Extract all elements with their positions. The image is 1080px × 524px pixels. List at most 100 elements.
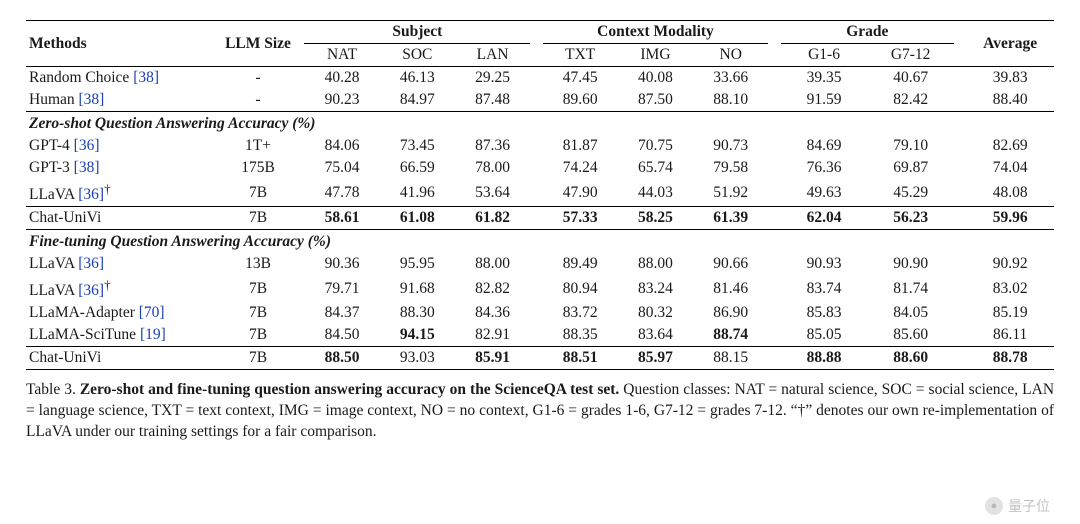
value-cell: 88.78 bbox=[966, 347, 1054, 370]
value-cell: 83.02 bbox=[966, 275, 1054, 302]
spacer-cell bbox=[768, 207, 780, 230]
table-row: GPT-3 [38]175B75.0466.5978.0074.2465.747… bbox=[26, 157, 1054, 179]
method-cell: Chat-UniVi bbox=[26, 207, 212, 230]
value-cell: 85.19 bbox=[966, 302, 1054, 324]
spacer-cell bbox=[530, 275, 542, 302]
value-cell: 59.96 bbox=[966, 207, 1054, 230]
value-cell: 56.23 bbox=[867, 207, 954, 230]
value-cell: 90.90 bbox=[867, 253, 954, 275]
value-cell: 82.82 bbox=[455, 275, 530, 302]
value-cell: 88.00 bbox=[618, 253, 693, 275]
llm-size-cell: 13B bbox=[212, 253, 305, 275]
value-cell: 91.68 bbox=[380, 275, 455, 302]
spacer-cell bbox=[530, 67, 542, 90]
method-cell: Human [38] bbox=[26, 89, 212, 111]
value-cell: 49.63 bbox=[781, 179, 868, 206]
value-cell: 29.25 bbox=[455, 67, 530, 90]
value-cell: 51.92 bbox=[693, 179, 768, 206]
colgroup-subject: Subject bbox=[304, 21, 530, 44]
value-cell: 86.90 bbox=[693, 302, 768, 324]
method-cell: Random Choice [38] bbox=[26, 67, 212, 90]
zeroshot-section-title: Zero-shot Question Answering Accuracy (%… bbox=[26, 112, 1054, 136]
value-cell: 61.08 bbox=[380, 207, 455, 230]
spacer-cell bbox=[954, 347, 966, 370]
value-cell: 87.36 bbox=[455, 135, 530, 157]
spacer-cell bbox=[954, 253, 966, 275]
table-row: GPT-4 [36]1T+84.0673.4587.3681.8770.7590… bbox=[26, 135, 1054, 157]
col-soc: SOC bbox=[380, 44, 455, 67]
spacer-cell bbox=[530, 324, 542, 346]
table-row: Chat-UniVi7B88.5093.0385.9188.5185.9788.… bbox=[26, 347, 1054, 370]
spacer-cell bbox=[954, 67, 966, 90]
value-cell: 82.91 bbox=[455, 324, 530, 346]
value-cell: 82.42 bbox=[867, 89, 954, 111]
value-cell: 40.67 bbox=[867, 67, 954, 90]
value-cell: 90.23 bbox=[304, 89, 379, 111]
value-cell: 61.82 bbox=[455, 207, 530, 230]
value-cell: 83.74 bbox=[781, 275, 868, 302]
value-cell: 78.00 bbox=[455, 157, 530, 179]
value-cell: 85.97 bbox=[618, 347, 693, 370]
value-cell: 46.13 bbox=[380, 67, 455, 90]
spacer-cell bbox=[530, 179, 542, 206]
value-cell: 88.40 bbox=[966, 89, 1054, 111]
finetune-section-title: Fine-tuning Question Answering Accuracy … bbox=[26, 230, 1054, 254]
llm-size-cell: - bbox=[212, 89, 305, 111]
spacer-cell bbox=[954, 324, 966, 346]
llm-size-cell: 7B bbox=[212, 275, 305, 302]
spacer-cell bbox=[530, 135, 542, 157]
table-row: Human [38]-90.2384.9787.4889.6087.5088.1… bbox=[26, 89, 1054, 111]
spacer-cell bbox=[768, 275, 780, 302]
zeroshot-highlight-row: Chat-UniVi7B58.6161.0861.8257.3358.2561.… bbox=[26, 207, 1054, 230]
watermark: ● 量子位 bbox=[985, 496, 1050, 516]
value-cell: 85.83 bbox=[781, 302, 868, 324]
value-cell: 58.25 bbox=[618, 207, 693, 230]
table-row: Chat-UniVi7B58.6161.0861.8257.3358.2561.… bbox=[26, 207, 1054, 230]
value-cell: 79.71 bbox=[304, 275, 379, 302]
baseline-rows: Random Choice [38]-40.2846.1329.2547.454… bbox=[26, 67, 1054, 112]
value-cell: 83.72 bbox=[543, 302, 618, 324]
method-cell: GPT-3 [38] bbox=[26, 157, 212, 179]
spacer-cell bbox=[768, 302, 780, 324]
value-cell: 48.08 bbox=[966, 179, 1054, 206]
value-cell: 66.59 bbox=[380, 157, 455, 179]
col-methods: Methods bbox=[26, 21, 212, 67]
col-txt: TXT bbox=[543, 44, 618, 67]
llm-size-cell: 7B bbox=[212, 324, 305, 346]
value-cell: 61.39 bbox=[693, 207, 768, 230]
value-cell: 84.97 bbox=[380, 89, 455, 111]
spacer-cell bbox=[530, 207, 542, 230]
spacer-cell bbox=[768, 324, 780, 346]
value-cell: 90.36 bbox=[304, 253, 379, 275]
value-cell: 85.05 bbox=[781, 324, 868, 346]
col-average: Average bbox=[966, 21, 1054, 67]
value-cell: 89.60 bbox=[543, 89, 618, 111]
llm-size-cell: 7B bbox=[212, 207, 305, 230]
value-cell: 69.87 bbox=[867, 157, 954, 179]
spacer-cell bbox=[768, 157, 780, 179]
spacer-cell bbox=[530, 347, 542, 370]
value-cell: 91.59 bbox=[781, 89, 868, 111]
value-cell: 41.96 bbox=[380, 179, 455, 206]
value-cell: 88.15 bbox=[693, 347, 768, 370]
value-cell: 83.64 bbox=[618, 324, 693, 346]
caption-label: Table 3. bbox=[26, 381, 76, 398]
colgroup-context: Context Modality bbox=[543, 21, 769, 44]
col-g712: G7-12 bbox=[867, 44, 954, 67]
header-row-1: Methods LLM Size Subject Context Modalit… bbox=[26, 21, 1054, 44]
watermark-text: 量子位 bbox=[1008, 496, 1050, 516]
value-cell: 73.45 bbox=[380, 135, 455, 157]
col-llm-size: LLM Size bbox=[212, 21, 305, 67]
value-cell: 47.78 bbox=[304, 179, 379, 206]
method-cell: LLaMA-SciTune [19] bbox=[26, 324, 212, 346]
value-cell: 65.74 bbox=[618, 157, 693, 179]
spacer-cell bbox=[768, 253, 780, 275]
value-cell: 84.05 bbox=[867, 302, 954, 324]
value-cell: 90.66 bbox=[693, 253, 768, 275]
method-cell: LLaVA [36]† bbox=[26, 275, 212, 302]
spacer-cell bbox=[954, 135, 966, 157]
colgroup-grade: Grade bbox=[781, 21, 954, 44]
value-cell: 86.11 bbox=[966, 324, 1054, 346]
spacer-cell bbox=[954, 179, 966, 206]
spacer-cell bbox=[768, 67, 780, 90]
